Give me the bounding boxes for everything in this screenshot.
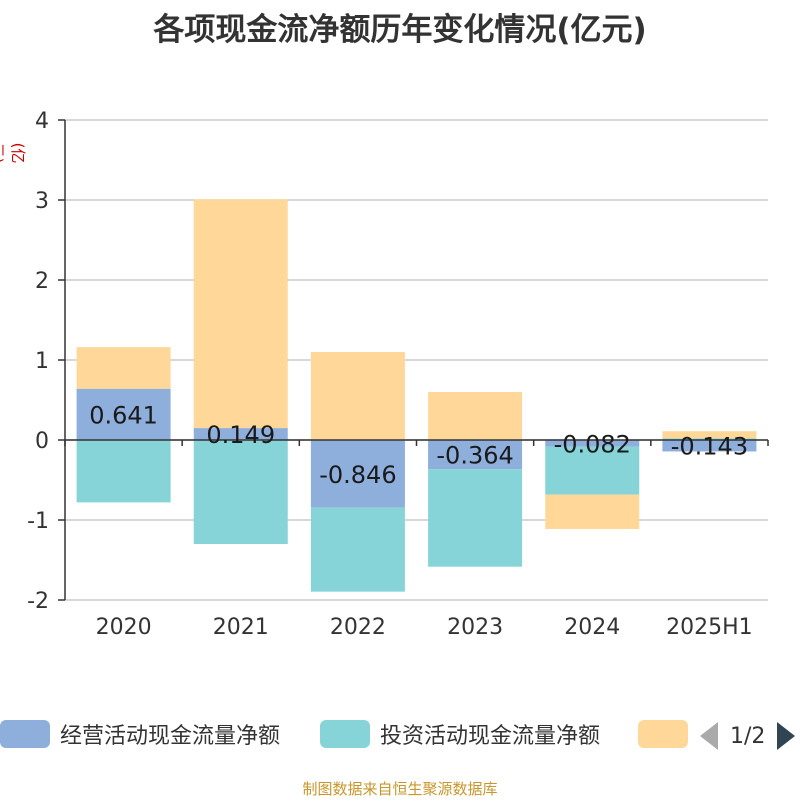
bar-financing — [76, 347, 171, 389]
x-tick-label: 2022 — [330, 615, 386, 640]
bar-operating — [545, 440, 640, 447]
bar-investing — [76, 440, 171, 503]
y-tick-label: -2 — [27, 589, 49, 614]
legend-swatch-financing — [638, 720, 688, 748]
data-label: -0.846 — [319, 461, 396, 489]
y-tick-label: 0 — [35, 429, 49, 454]
legend-page-indicator: 1/2 — [730, 723, 766, 749]
x-tick-label: 2023 — [447, 615, 503, 640]
data-source-note: 制图数据来自恒生聚源数据库 — [302, 780, 498, 798]
legend-item-operating[interactable]: 经营活动现金流量净额 — [0, 714, 280, 754]
bar-operating — [662, 440, 757, 452]
bar-investing — [428, 469, 523, 567]
bar-financing — [545, 494, 640, 529]
data-label: 0.149 — [206, 421, 275, 449]
x-tick-label: 2021 — [213, 615, 269, 640]
bar-financing — [662, 431, 757, 439]
legend-label-operating: 经营活动现金流量净额 — [60, 724, 281, 749]
bar-investing — [310, 507, 405, 592]
bar-operating — [310, 440, 405, 508]
bar-operating — [193, 428, 288, 440]
bar-financing — [428, 392, 523, 440]
data-label: -0.143 — [671, 433, 748, 461]
y-tick-label: -1 — [27, 509, 49, 534]
legend-item-financing[interactable] — [638, 714, 698, 754]
bar-financing — [193, 199, 288, 429]
legend-swatch-investing — [320, 720, 370, 748]
y-tick-label: 1 — [35, 349, 49, 374]
bar-operating — [428, 440, 523, 470]
bar-chart-plot: -2 -1 0 1 2 3 4 0.641 0.149 -0.846 -0.364 -0.082 -0.… — [27, 109, 769, 640]
x-tick-label: 2024 — [564, 615, 620, 640]
legend-prev-arrow-icon[interactable] — [700, 722, 718, 750]
legend-pager: 1/2 — [700, 716, 796, 756]
legend-item-investing[interactable]: 投资活动现金流量净额 — [320, 714, 600, 754]
y-tick-label: 3 — [35, 189, 49, 214]
x-tick-label: 2025H1 — [666, 615, 753, 640]
bar-investing — [193, 440, 288, 544]
legend-next-arrow-icon[interactable] — [777, 722, 796, 750]
chart-title: 各项现金流净额历年变化情况(亿元) — [153, 12, 647, 48]
x-tick-label: 2020 — [96, 615, 152, 640]
y-tick-label: 2 — [35, 269, 49, 294]
bar-operating — [76, 388, 171, 440]
data-label: -0.082 — [554, 430, 631, 458]
bar-financing — [310, 352, 405, 440]
y-tick-label: 4 — [35, 109, 49, 134]
bar-investing — [545, 446, 640, 495]
bar-investing — [662, 438, 757, 440]
legend-swatch-operating — [0, 720, 50, 748]
data-label: -0.364 — [436, 442, 513, 470]
legend-label-investing: 投资活动现金流量净额 — [380, 724, 601, 749]
data-label: 0.641 — [89, 401, 158, 429]
